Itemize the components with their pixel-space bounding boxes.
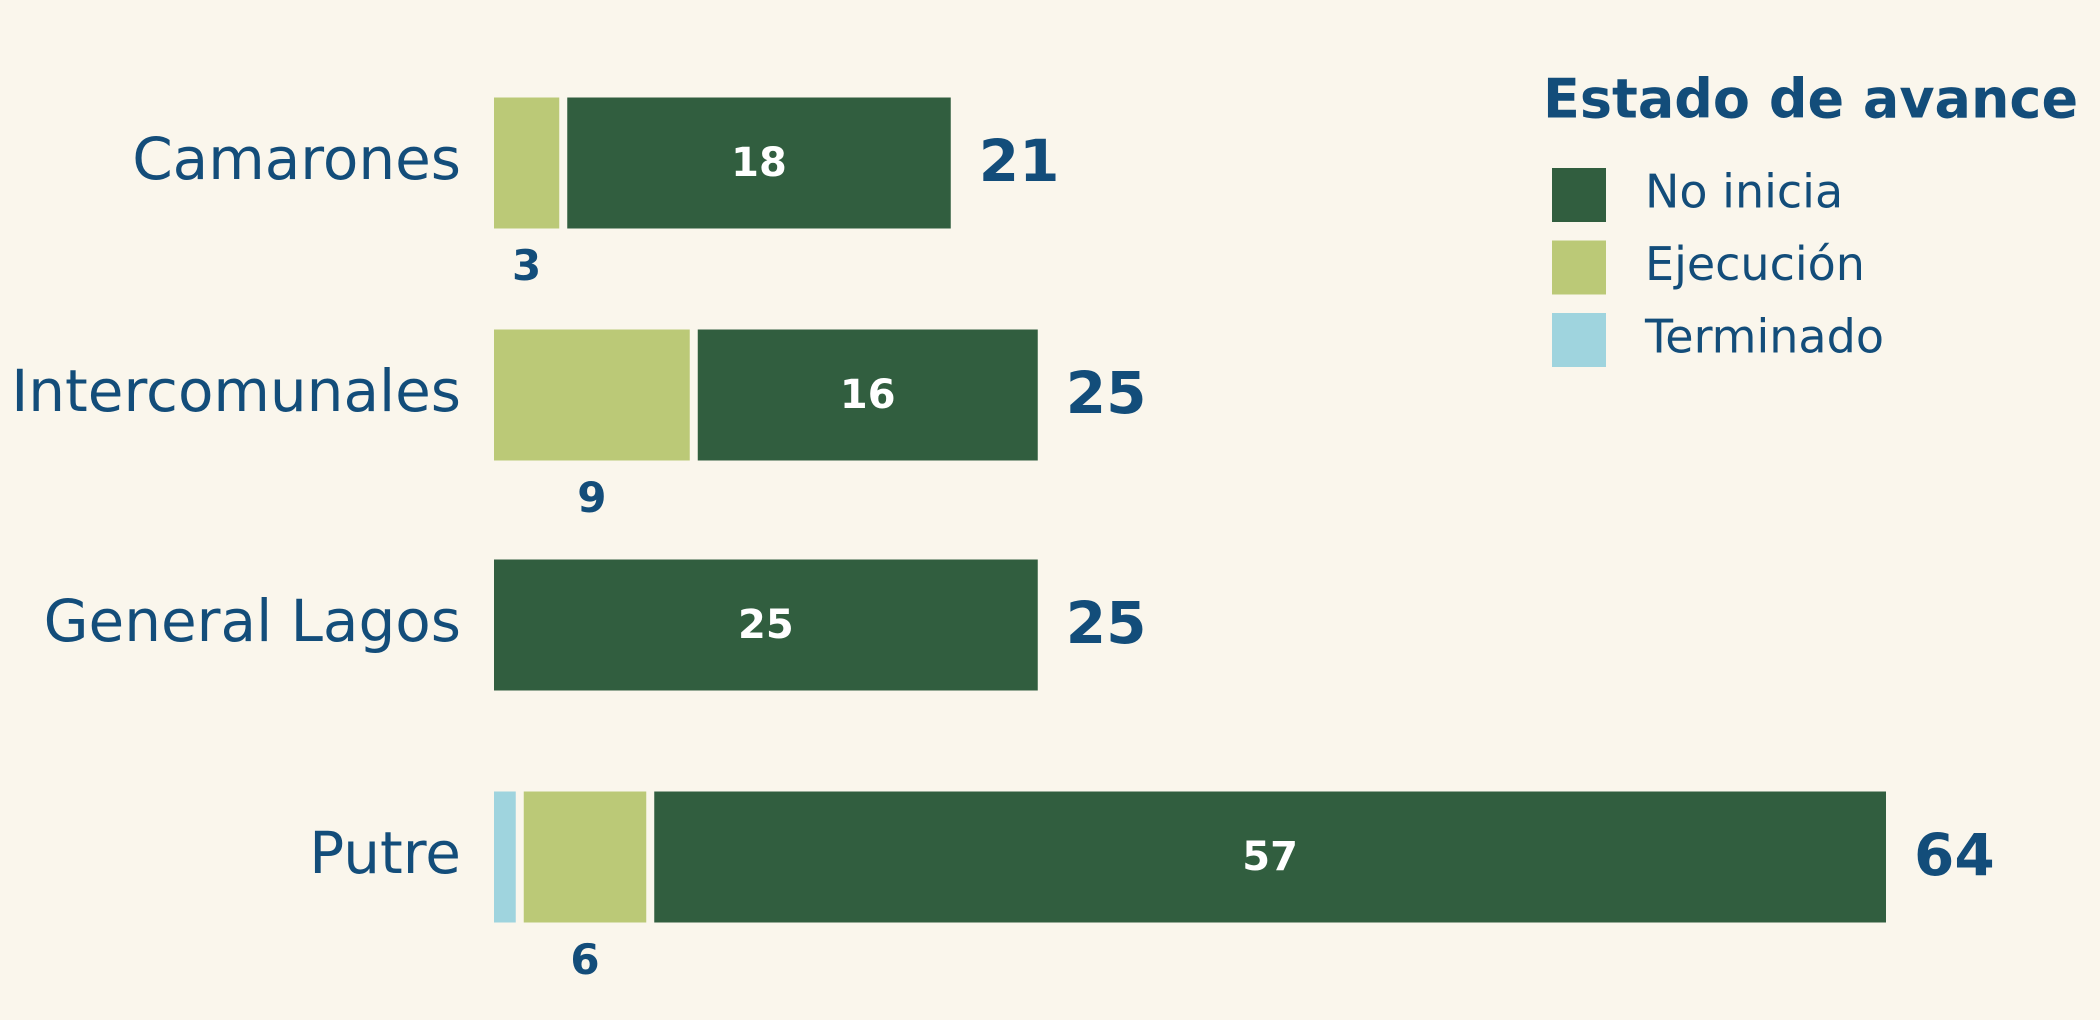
- value-label: 6: [570, 935, 599, 984]
- bar-segment: [494, 559, 1038, 691]
- legend-label: No inicia: [1645, 165, 1843, 219]
- value-label: 18: [731, 140, 787, 186]
- category-label: Camarones: [132, 125, 461, 193]
- category-label: General Lagos: [44, 587, 461, 655]
- bar-segment: [494, 329, 690, 461]
- total-label: 21: [979, 127, 1060, 195]
- value-label: 57: [1242, 834, 1298, 880]
- value-label: 9: [577, 473, 606, 522]
- legend-swatch: [1552, 313, 1606, 367]
- category-label: Intercomunales: [11, 357, 461, 425]
- total-label: 64: [1914, 821, 1995, 889]
- legend-label: Terminado: [1644, 310, 1884, 364]
- total-label: 25: [1066, 359, 1147, 427]
- legend-swatch: [1552, 240, 1606, 295]
- bar-segment: [654, 791, 1886, 923]
- bar-segment: [567, 97, 951, 229]
- category-label: Putre: [309, 819, 461, 887]
- legend-swatch: [1552, 168, 1606, 222]
- value-label: 16: [840, 372, 896, 418]
- bar-segment: [697, 329, 1038, 461]
- total-label: 25: [1066, 589, 1147, 657]
- value-label: 3: [512, 241, 541, 290]
- legend-title: Estado de avance: [1543, 68, 2078, 131]
- value-label: 25: [738, 602, 794, 648]
- legend-label: Ejecución: [1645, 237, 1865, 291]
- bar-segment: [523, 791, 647, 923]
- bar-segment: [494, 97, 560, 229]
- bar-segment: [494, 791, 516, 923]
